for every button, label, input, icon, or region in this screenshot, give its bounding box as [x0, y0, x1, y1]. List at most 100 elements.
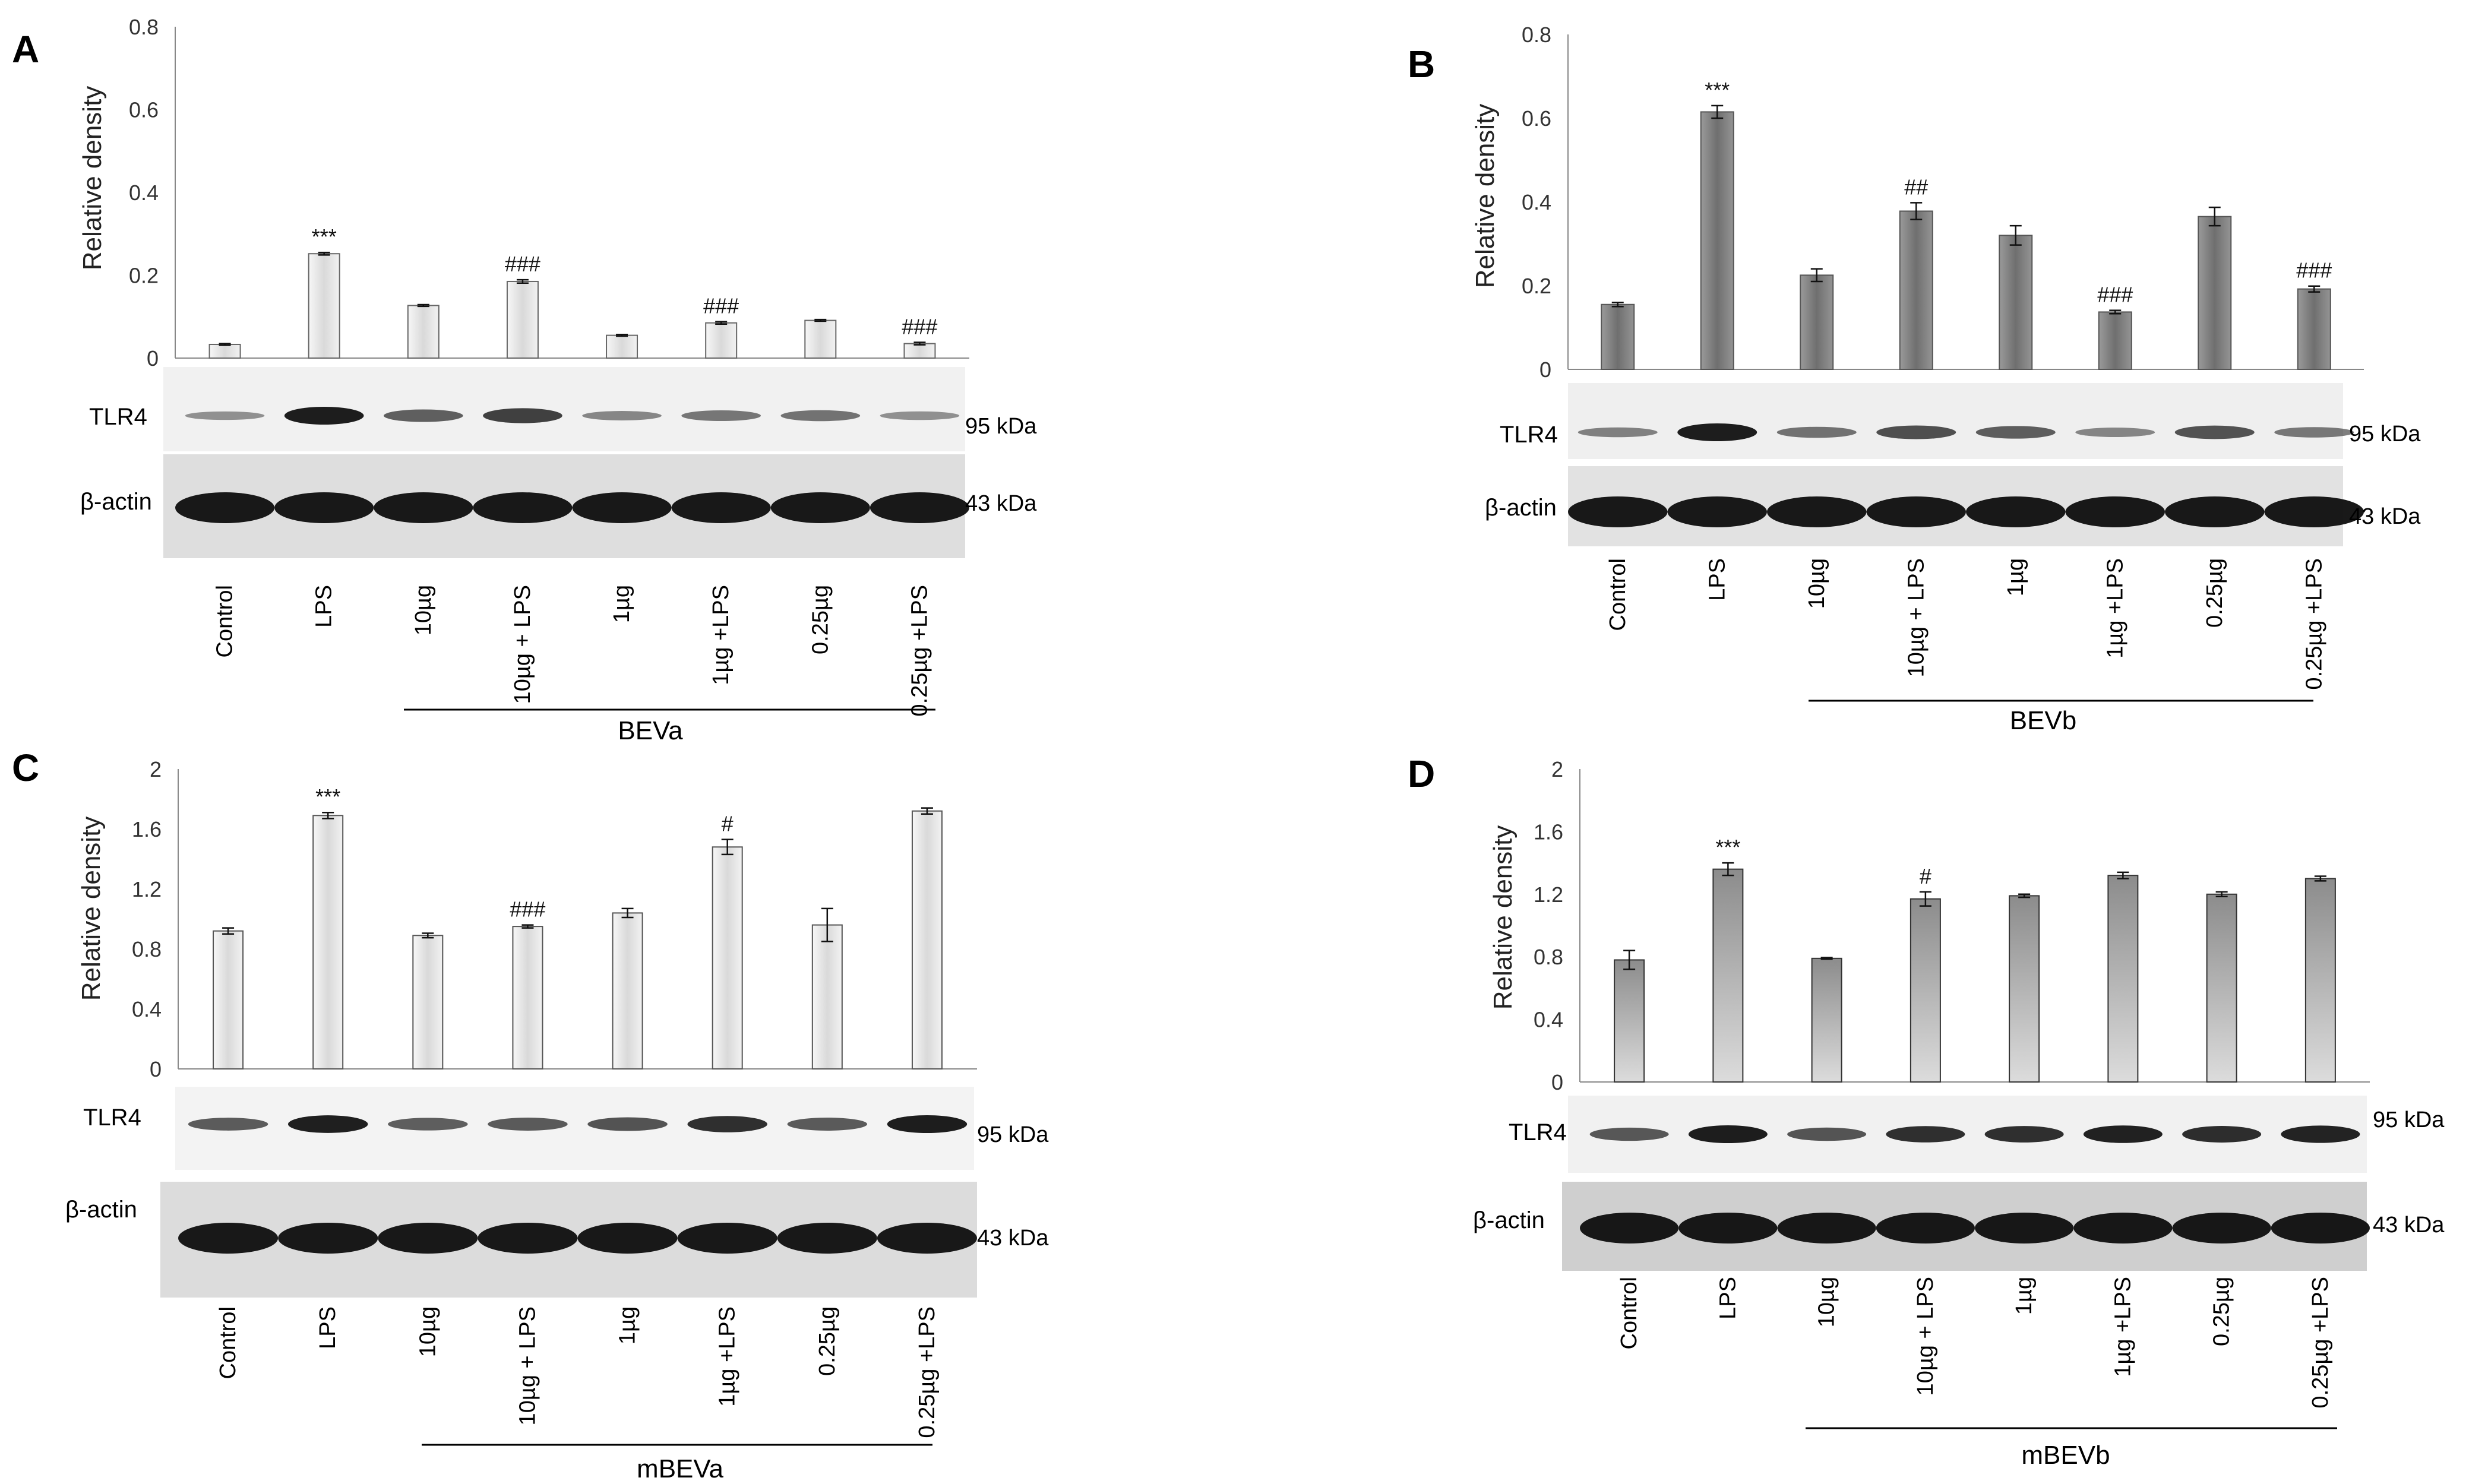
actin-band: [274, 492, 374, 523]
tlr4-bands: [1577, 423, 2354, 441]
tlr4-bands: [185, 407, 960, 425]
category-label: 1µg +LPS: [715, 1306, 740, 1407]
significance-marker: ##: [1904, 175, 1928, 199]
bar: [208, 343, 241, 359]
actin-band: [1767, 496, 1867, 527]
category-label: 0.25µg: [2209, 1277, 2234, 1346]
category-label: 0.25µg: [815, 1306, 840, 1376]
actin-band: [2264, 496, 2364, 527]
tlr4-band: [1787, 1127, 1867, 1141]
category-label: Control: [1617, 1277, 1642, 1350]
tlr4-band: [1876, 425, 1956, 439]
actin-band: [770, 492, 870, 523]
bar: [407, 305, 440, 359]
y-tick-label: 0.4: [132, 997, 162, 1021]
actin-band: [2073, 1213, 2173, 1243]
tlr4-band: [1975, 426, 2056, 439]
actin-band: [378, 1223, 478, 1254]
bar: [512, 926, 543, 1070]
y-tick-label: 0.8: [129, 15, 159, 39]
tlr4-band: [887, 1115, 968, 1133]
bar-chart: 0 0.2 0.4 0.6 0.8 *** ### ### ###: [129, 15, 969, 371]
bar: [1800, 274, 1834, 370]
bar: [911, 810, 943, 1070]
blot-background-tlr4: [1568, 383, 2343, 459]
bar: [1601, 303, 1635, 370]
actin-band: [2172, 1213, 2271, 1243]
y-tick-label: 0: [1551, 1070, 1563, 1094]
significance-marker: ***: [312, 224, 337, 249]
tlr4-band: [587, 1117, 668, 1131]
actin-band: [572, 492, 672, 523]
tlr4-band: [388, 1118, 468, 1131]
kda-actin: 43 kDa: [965, 491, 1037, 516]
tlr4-band: [1776, 426, 1857, 438]
actin-label: β-actin: [1485, 495, 1557, 521]
category-label: 10µg: [415, 1306, 440, 1357]
panel-a: A Relative density 0 0.2 0.4 0.6 0.8 *** ### ##…: [12, 15, 1037, 745]
category-label: 1µg +LPS: [2103, 558, 2127, 659]
bar: [412, 935, 444, 1070]
category-label: LPS: [315, 1306, 340, 1349]
actin-bands: [175, 492, 969, 523]
actin-label: β-actin: [1473, 1207, 1545, 1233]
tlr4-bands: [188, 1115, 968, 1133]
actin-band: [1876, 1213, 1975, 1243]
bar: [712, 846, 743, 1070]
significance-marker: #: [722, 812, 734, 836]
bar: [606, 334, 638, 359]
panel-letter: B: [1408, 43, 1435, 86]
bar: [804, 319, 837, 359]
panel-letter: D: [1408, 752, 1435, 795]
significance-marker: ###: [505, 252, 540, 276]
actin-band: [478, 1223, 578, 1254]
category-label: 10µg + LPS: [515, 1306, 540, 1425]
y-tick-label: 0: [150, 1057, 162, 1081]
bar: [308, 253, 340, 359]
actin-band: [1568, 496, 1668, 527]
category-label: 0.25µg +LPS: [907, 585, 932, 717]
actin-band: [1777, 1213, 1876, 1243]
tlr4-band: [2174, 425, 2255, 439]
actin-bands: [1568, 496, 2364, 527]
category-labels: Control LPS 10µg 10µg + LPS 1µg 1µg +LPS 0.25µ…: [213, 585, 932, 717]
category-labels: Control LPS 10µg 10µg + LPS 1µg 1µg +LPS 0.25µ…: [1617, 1277, 2333, 1409]
actin-label: β-actin: [80, 489, 152, 515]
actin-band: [2271, 1213, 2370, 1243]
tlr4-band: [787, 1117, 868, 1131]
panel-letter: A: [12, 28, 39, 71]
y-axis-label: Relative density: [1488, 825, 1518, 1010]
bar: [2098, 311, 2132, 370]
tlr4-bands: [1589, 1125, 2360, 1143]
actin-bands: [1580, 1213, 2370, 1243]
significance-marker: ***: [1715, 835, 1740, 859]
category-label: 1µg +LPS: [2110, 1277, 2135, 1377]
panel-c: C Relative density 00.40.81.21.62***####…: [12, 746, 1049, 1483]
tlr4-band: [383, 409, 463, 422]
bar: [312, 815, 344, 1070]
actin-band: [1580, 1213, 1679, 1243]
significance-marker: ###: [703, 294, 739, 318]
significance-marker: ***: [1705, 78, 1730, 102]
y-tick-label: 0.4: [1534, 1008, 1563, 1032]
y-tick-label: 1.6: [1534, 819, 1563, 844]
tlr4-band: [1589, 1127, 1669, 1141]
actin-band: [473, 492, 573, 523]
tlr4-band: [1688, 1125, 1768, 1143]
tlr4-band: [687, 1116, 767, 1132]
kda-actin: 43 kDa: [977, 1226, 1049, 1251]
significance-marker: ###: [2097, 283, 2133, 307]
significance-marker: #: [1920, 864, 1931, 888]
actin-label: β-actin: [65, 1197, 137, 1223]
bar: [2009, 895, 2040, 1083]
bar-chart: 00.40.81.21.62***####: [132, 757, 977, 1081]
kda-tlr4: 95 kDa: [2349, 422, 2421, 447]
western-blot: [160, 1087, 977, 1298]
category-labels: Control LPS 10µg 10µg + LPS 1µg 1µg +LPS 0.25µ…: [1605, 558, 2327, 690]
bar: [2206, 893, 2237, 1083]
kda-actin: 43 kDa: [2349, 504, 2421, 529]
panel-d: D Relative density 0 0.4 0.8 1.2 1.6 2 *** # TL…: [1408, 752, 2445, 1470]
y-tick-label: 0.6: [129, 98, 159, 122]
group-label: BEVb: [2010, 706, 2077, 735]
